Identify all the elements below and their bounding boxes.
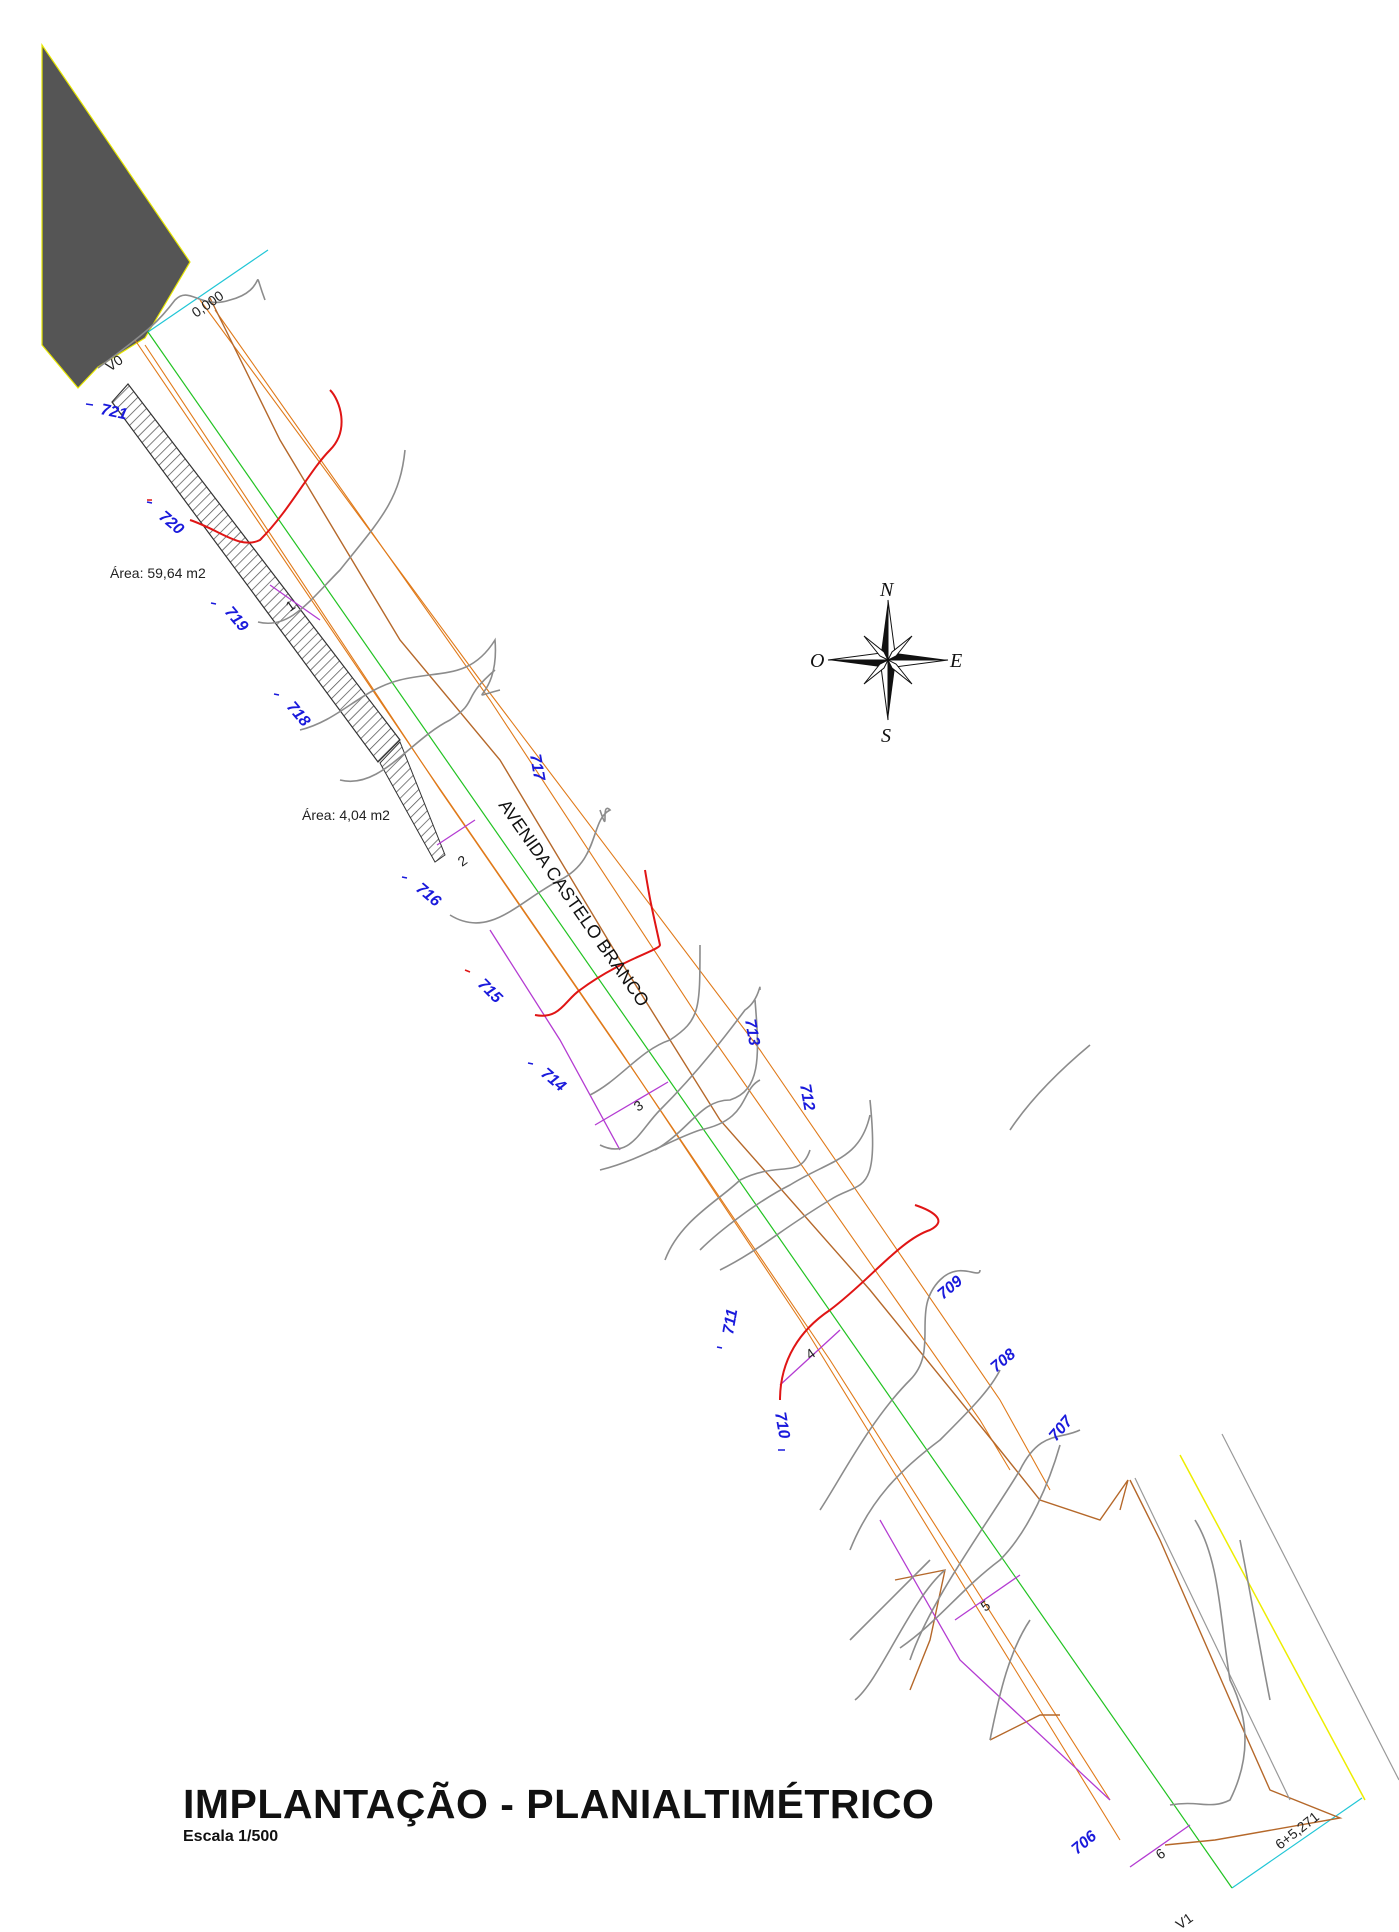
cyan-line-end: [1231, 1797, 1363, 1889]
contour-label-714: 714: [537, 1065, 568, 1095]
drawing-scale: Escala 1/500: [183, 1828, 279, 1845]
hatched-area-1: [111, 383, 401, 763]
building-block: [41, 43, 191, 389]
contour-label-720: 720: [155, 508, 186, 538]
compass-rose: N S E O: [810, 579, 962, 747]
compass-west: O: [810, 650, 824, 672]
label-ticks: [85, 403, 785, 1451]
contour-label-718: 718: [283, 699, 313, 730]
road-edge-right-inner: [214, 309, 1011, 1471]
contour-label-712: 712: [796, 1083, 817, 1112]
contour-label-706: 706: [1069, 1828, 1100, 1858]
road-edge-right-outer: [199, 299, 1051, 1491]
contour-labels: 721 720 719 718 717 716 715 714 713 712 …: [99, 401, 1100, 1858]
contour-lines: [97, 279, 1271, 1806]
tick-715: [464, 969, 471, 973]
master-contours: [189, 389, 940, 1401]
vertex-end-label: V1: [1173, 1909, 1196, 1932]
contour-label-711: 711: [720, 1308, 741, 1336]
section-lines: [269, 584, 1191, 1868]
station-number-2: 2: [455, 852, 471, 870]
contour-label-710: 710: [771, 1411, 792, 1440]
center-axis: [147, 331, 1233, 1889]
hatched-area-2: [379, 741, 446, 863]
gray-line-2: [1221, 1433, 1399, 1781]
cyan-line-start: [147, 249, 269, 333]
contour-label-717: 717: [526, 753, 548, 783]
boundary-line: [209, 297, 1129, 1521]
boundary-fragment-2: [989, 1714, 1060, 1741]
compass-south: S: [881, 725, 891, 747]
boundary-fragment-1: [894, 1569, 946, 1691]
station-start-label: 0,000: [189, 287, 227, 320]
contour-label-713: 713: [741, 1018, 762, 1047]
area-label-2: Área: 4,04 m2: [302, 807, 390, 823]
title-block: IMPLANTAÇÃO - PLANIALTIMÉTRICO Escala 1/…: [183, 1782, 934, 1846]
contour-label-716: 716: [412, 880, 443, 910]
contour-label-715: 715: [474, 976, 506, 1008]
contour-label-721: 721: [99, 401, 129, 423]
gray-line-1: [1134, 1477, 1291, 1801]
contour-label-719: 719: [221, 604, 251, 635]
contour-label-707: 707: [1046, 1412, 1077, 1444]
compass-north: N: [879, 579, 895, 601]
yellow-line: [1179, 1454, 1366, 1801]
drawing-title: IMPLANTAÇÃO - PLANIALTIMÉTRICO: [183, 1781, 935, 1827]
area-label-1: Área: 59,64 m2: [110, 565, 206, 581]
compass-east: E: [949, 650, 962, 672]
contour-label-709: 709: [935, 1273, 966, 1303]
road-edge-left-2: [144, 344, 1111, 1801]
contour-label-708: 708: [988, 1346, 1019, 1376]
road-edge-left: [134, 339, 1121, 1841]
station-number-4: 4: [803, 1345, 819, 1363]
station-number-3: 3: [631, 1097, 647, 1115]
station-number-6: 6: [1153, 1845, 1169, 1863]
boundary-line-lower: [1129, 1479, 1343, 1846]
